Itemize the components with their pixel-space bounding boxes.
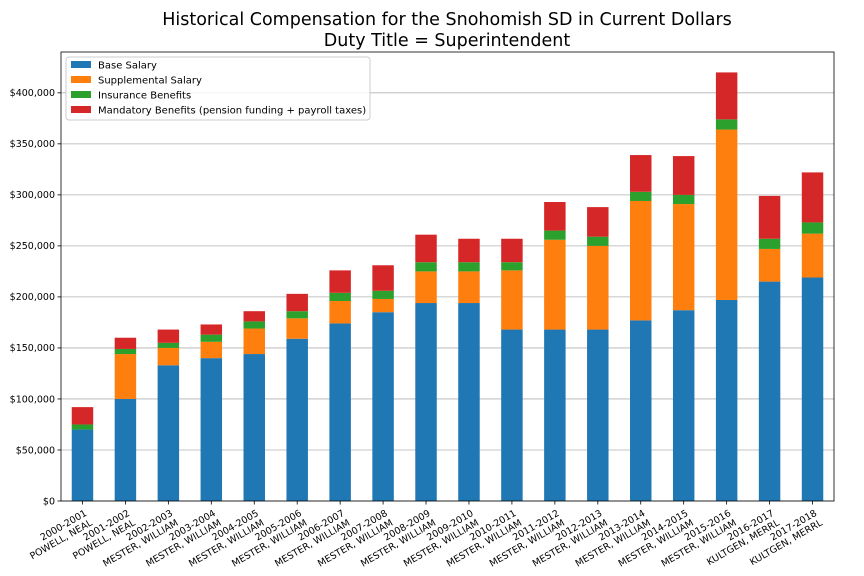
bar-segment: [801, 172, 824, 223]
bar-segment: [372, 290, 394, 299]
bar-segment: [243, 311, 265, 322]
bar-segment: [758, 248, 781, 282]
bar-segment: [758, 281, 781, 501]
bar-segment: [200, 358, 223, 501]
bar-segment: [286, 338, 308, 501]
bar-segment: [286, 293, 308, 312]
bar-segment: [630, 200, 652, 321]
bar-segment: [329, 323, 351, 501]
bar-segment: [286, 311, 308, 319]
y-tick-label: $300,000: [10, 190, 55, 201]
grid-lines: [61, 92, 834, 502]
bar-segment: [715, 72, 738, 120]
bar-segment: [157, 365, 180, 501]
bar-segment: [587, 207, 609, 237]
bar-segment: [758, 238, 781, 249]
bar-segment: [801, 233, 824, 278]
legend-swatch: [71, 91, 91, 98]
bar-segment: [157, 347, 180, 366]
bar-segment: [458, 303, 480, 501]
chart-title: Historical Compensation for the Snohomis…: [162, 10, 732, 30]
bars: [71, 72, 824, 501]
bar-segment: [630, 191, 652, 201]
legend-label: Insurance Benefits: [98, 91, 191, 102]
y-tick-label: $0: [43, 496, 55, 507]
bar-segment: [587, 329, 609, 501]
bar-segment: [630, 155, 652, 192]
bar-segment: [715, 129, 738, 300]
bar-segment: [801, 222, 824, 234]
y-tick-label: $100,000: [10, 394, 55, 405]
bar-segment: [672, 310, 695, 501]
bar-segment: [758, 195, 781, 239]
bar-segment: [458, 262, 480, 272]
bar-segment: [544, 230, 566, 240]
y-tick-label: $250,000: [10, 241, 55, 252]
bar-segment: [501, 270, 523, 330]
bar-segment: [715, 119, 738, 130]
bar-segment: [544, 239, 566, 330]
bar-segment: [672, 194, 695, 205]
bar-segment: [243, 328, 265, 355]
bar-segment: [630, 320, 652, 501]
bar-segment: [587, 245, 609, 330]
bar-segment: [587, 236, 609, 246]
bar-segment: [71, 407, 94, 425]
bar-segment: [286, 318, 308, 339]
bar-segment: [329, 292, 351, 301]
y-tick-label: $400,000: [10, 88, 55, 99]
bar-segment: [415, 303, 437, 501]
legend-swatch: [71, 76, 91, 83]
bar-segment: [200, 341, 223, 359]
legend-swatch: [71, 61, 91, 68]
y-tick-label: $150,000: [10, 343, 55, 354]
bar-segment: [372, 265, 394, 291]
bar-segment: [372, 312, 394, 501]
bar-segment: [501, 329, 523, 501]
y-axis: $0 $50,000 $100,000 $150,000 $200,000 $250,00…: [10, 88, 61, 507]
y-tick-label: $50,000: [16, 445, 55, 456]
bar-segment: [801, 277, 824, 501]
bar-segment: [501, 238, 523, 263]
bar-segment: [415, 271, 437, 304]
chart-subtitle: Duty Title = Superintendent: [324, 31, 571, 51]
bar-segment: [200, 324, 223, 335]
bar-segment: [114, 398, 137, 501]
legend: Base Salary Supplemental Salary Insurance …: [65, 56, 371, 121]
bar-segment: [157, 329, 180, 343]
bar-segment: [243, 354, 265, 501]
bar-segment: [544, 329, 566, 501]
bar-segment: [329, 300, 351, 324]
bar-segment: [200, 334, 223, 342]
legend-box: [65, 56, 371, 121]
legend-swatch: [71, 106, 91, 113]
bar-segment: [715, 299, 738, 501]
bar-segment: [501, 262, 523, 271]
bar-segment: [672, 204, 695, 311]
bar-segment: [157, 342, 180, 348]
legend-label: Supplemental Salary: [98, 76, 202, 87]
bar-segment: [415, 262, 437, 272]
y-tick-label: $350,000: [10, 139, 55, 150]
y-tick-label: $200,000: [10, 292, 55, 303]
bar-segment: [114, 337, 137, 349]
bar-segment: [458, 238, 480, 263]
bar-segment: [672, 156, 695, 195]
legend-label: Base Salary: [98, 61, 157, 72]
bar-segment: [114, 348, 137, 355]
bar-segment: [458, 271, 480, 304]
bar-segment: [415, 234, 437, 263]
bar-segment: [372, 298, 394, 313]
bar-segment: [71, 429, 94, 501]
bar-segment: [243, 321, 265, 329]
bar-segment: [544, 202, 566, 231]
bar-segment: [114, 354, 137, 399]
bar-segment: [71, 424, 94, 430]
plot-frame: [60, 51, 835, 502]
legend-label: Mandatory Benefits (pension funding + pa…: [98, 106, 366, 117]
bar-segment: [329, 270, 351, 293]
